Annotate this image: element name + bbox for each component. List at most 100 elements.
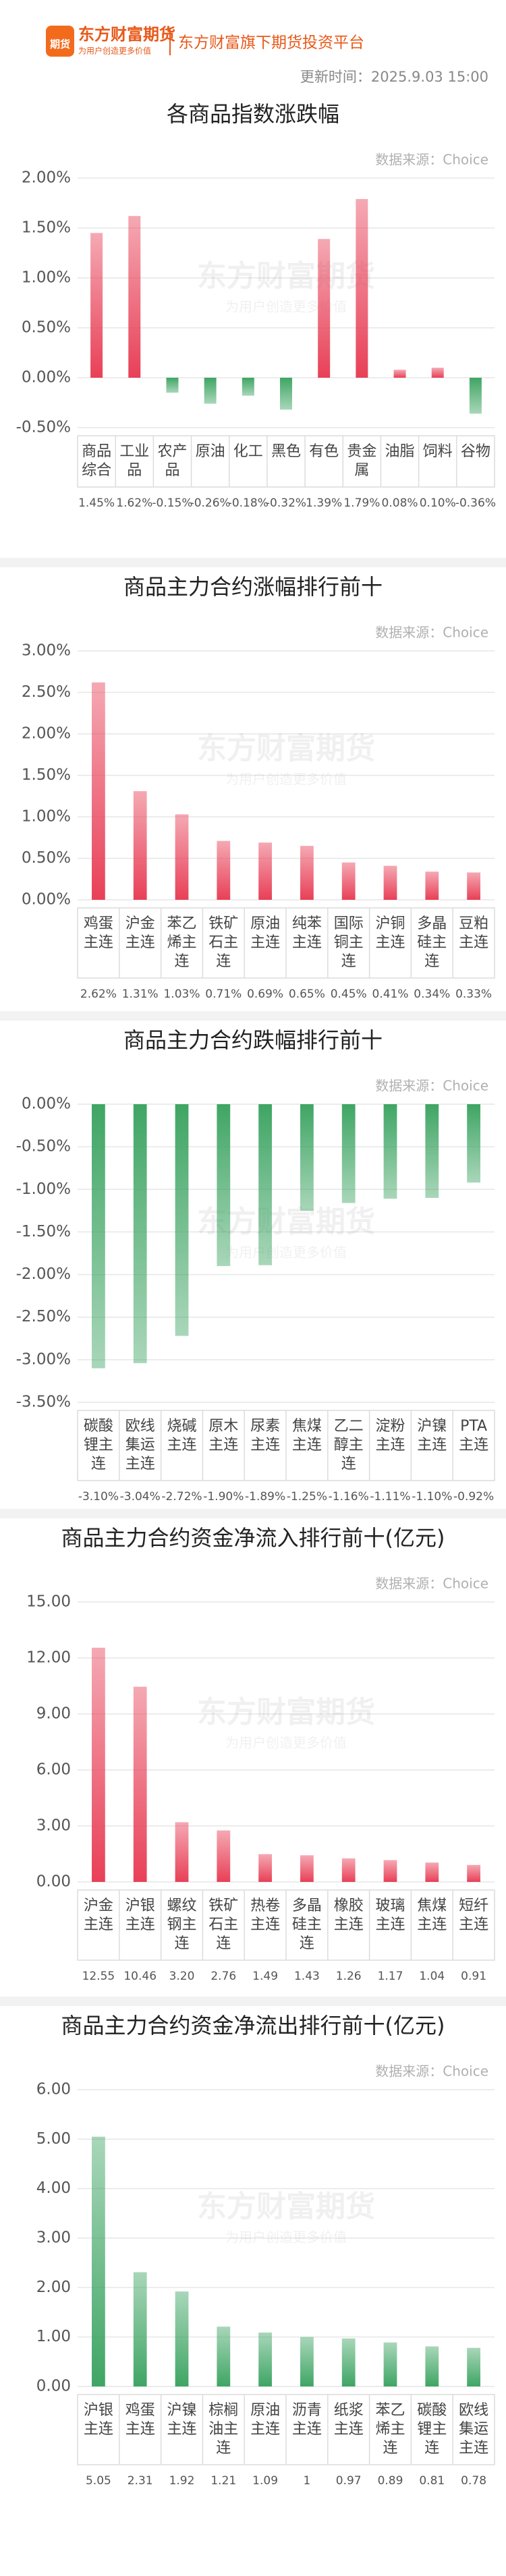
category-label: 农产品 <box>157 443 187 479</box>
category-label: 原油 <box>196 443 225 460</box>
category-label: 玻璃主连 <box>375 1897 405 1933</box>
bar <box>92 2136 105 2386</box>
data-source: 数据来源：Choice <box>375 625 488 641</box>
y-tick-label: 12.00 <box>26 1649 71 1667</box>
bar <box>393 370 406 378</box>
value-label: 1.17 <box>378 1970 403 1983</box>
y-tick-label: 15.00 <box>26 1593 71 1611</box>
bar <box>300 2337 314 2386</box>
category-label: 铁矿石主连 <box>208 1897 238 1952</box>
bar <box>175 1104 189 1336</box>
category-label: 沪金主连 <box>84 1897 113 1933</box>
value-label: -1.11% <box>370 1490 410 1504</box>
category-label: 沥青主连 <box>292 2402 322 2438</box>
category-box <box>77 435 495 488</box>
bar <box>242 378 254 396</box>
bar <box>133 2272 147 2386</box>
category-label: 苯乙烯主连 <box>167 915 196 970</box>
bar <box>258 842 272 900</box>
value-label: 1.92 <box>169 2474 195 2488</box>
bar <box>133 791 147 900</box>
bar <box>425 2346 439 2386</box>
bar <box>341 2338 356 2386</box>
category-label: 纯苯主连 <box>292 915 322 951</box>
bar <box>258 1104 272 1265</box>
value-label: 1.21 <box>210 2474 236 2488</box>
y-tick-label: 2.00 <box>36 2279 71 2296</box>
value-label: -0.15% <box>152 496 192 510</box>
bar <box>318 239 331 378</box>
value-label: 5.05 <box>86 2474 111 2488</box>
value-label: 1.62% <box>116 496 152 510</box>
y-tick-label: -2.50% <box>16 1308 71 1325</box>
y-tick-label: -3.00% <box>16 1350 71 1368</box>
value-label: 0.91 <box>461 1970 486 1983</box>
category-label: 鸡蛋主连 <box>125 2402 155 2438</box>
value-label: 0.81 <box>419 2474 445 2488</box>
y-tick-label: 1.50% <box>22 766 71 784</box>
category-label: 橡胶主连 <box>334 1897 364 1933</box>
category-label: 螺纹钢主连 <box>167 1897 196 1952</box>
bar <box>467 2347 480 2386</box>
category-label: 多晶硅主连 <box>417 915 447 970</box>
value-label: -2.72% <box>161 1490 202 1504</box>
value-label: 0.33% <box>455 988 492 1001</box>
watermark-title: 东方财富期货 <box>197 259 375 293</box>
data-source: 数据来源：Choice <box>375 2063 488 2080</box>
y-tick-label: 0.50% <box>22 319 71 337</box>
y-tick-label: -1.50% <box>16 1223 71 1240</box>
bar <box>217 1830 231 1882</box>
bar <box>133 1686 147 1882</box>
data-source: 数据来源：Choice <box>375 152 488 168</box>
chart-title: 商品主力合约资金净流入排行前十(亿元) <box>61 1525 445 1551</box>
data-source: 数据来源：Choice <box>375 1078 488 1094</box>
category-label: 烧碱主连 <box>167 1418 196 1454</box>
category-label: 原木主连 <box>208 1418 238 1454</box>
section-separator <box>0 1011 506 1021</box>
bar <box>175 814 189 900</box>
category-label: 沪金主连 <box>125 915 155 951</box>
bar <box>383 1104 397 1199</box>
value-label: 0.71% <box>205 988 242 1001</box>
value-label: 0.97 <box>336 2474 362 2488</box>
y-tick-label: 6.00 <box>36 1761 71 1779</box>
brand-slogan: 为用户创造更多价值 <box>78 46 151 56</box>
bar <box>280 378 292 410</box>
bar <box>217 840 231 900</box>
bar <box>217 2326 231 2386</box>
y-tick-label: 3.00 <box>36 2229 71 2247</box>
value-label: -1.89% <box>245 1490 285 1504</box>
category-label: 苯乙烯主连 <box>375 2402 405 2457</box>
bar <box>425 1862 439 1882</box>
section-separator <box>0 1509 506 1518</box>
value-label: -0.92% <box>453 1490 494 1504</box>
watermark-title: 东方财富期货 <box>197 732 375 766</box>
bar <box>204 378 217 404</box>
category-label: 沪银主连 <box>125 1897 155 1933</box>
value-label: 0.45% <box>331 988 367 1001</box>
bar <box>258 1854 272 1882</box>
logo-icon-text: 期货 <box>50 38 70 51</box>
value-label: 2.62% <box>80 988 117 1001</box>
y-tick-label: 2.00% <box>22 725 71 743</box>
value-label: 1.26 <box>336 1970 362 1983</box>
value-label: -0.26% <box>190 496 231 510</box>
y-tick-label: 1.00% <box>22 808 71 826</box>
y-tick-label: -2.00% <box>16 1265 71 1283</box>
chart-title: 商品主力合约资金净流出排行前十(亿元) <box>61 2013 445 2038</box>
chart-title: 商品主力合约涨幅排行前十 <box>123 574 383 600</box>
y-tick-label: 0.00% <box>22 1095 71 1113</box>
value-label: -3.10% <box>78 1490 119 1504</box>
bar <box>300 846 314 900</box>
y-tick-label: 0.00% <box>22 891 71 909</box>
y-tick-label: 6.00 <box>36 2081 71 2098</box>
value-label: 12.55 <box>82 1970 115 1983</box>
category-label: 焦煤主连 <box>292 1418 322 1454</box>
bar <box>217 1104 231 1266</box>
category-label: 沪镍主连 <box>417 1418 447 1454</box>
value-label: 0.69% <box>247 988 283 1001</box>
value-label: -1.90% <box>203 1490 244 1504</box>
y-tick-label: 3.00 <box>36 1817 71 1835</box>
bar <box>383 1860 397 1882</box>
